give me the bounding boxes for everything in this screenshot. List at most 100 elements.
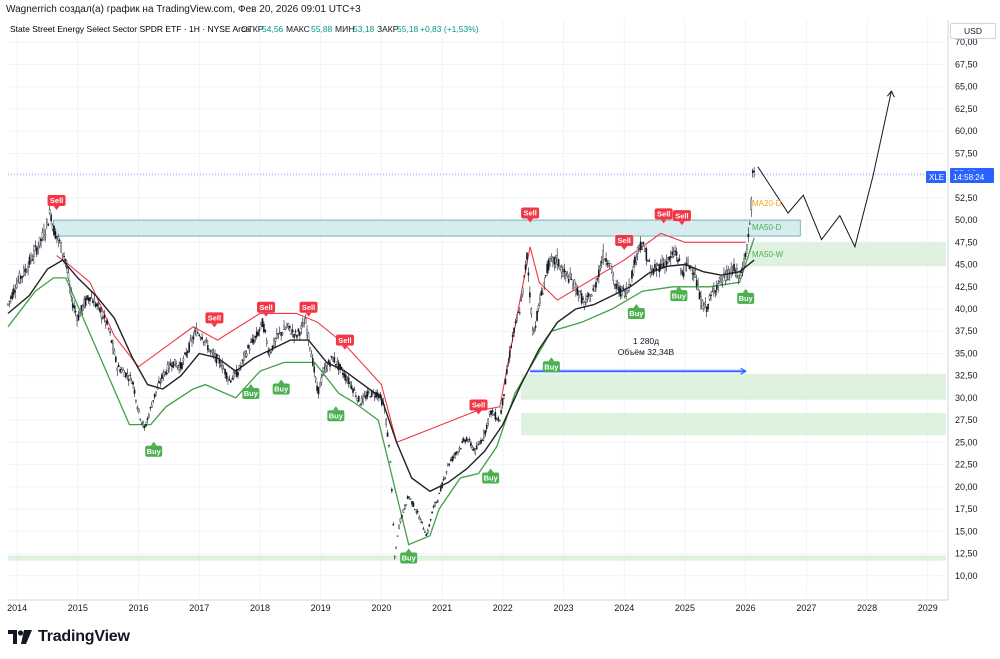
candle-body	[320, 377, 323, 383]
sell-signal	[257, 301, 276, 313]
candle-body	[646, 260, 649, 262]
candle-body	[70, 291, 73, 297]
candle-body	[733, 263, 735, 271]
candle-body	[310, 353, 313, 358]
candle-body	[99, 307, 101, 312]
candle-body	[113, 350, 116, 355]
projection-path	[757, 90, 892, 249]
sell-signal-label: Sell	[523, 209, 536, 218]
y-tick-label: 22,50	[955, 460, 978, 470]
sell-pointer	[211, 323, 218, 328]
buy-signal	[670, 290, 688, 302]
candle-body	[477, 444, 479, 446]
candle-body	[33, 250, 35, 258]
candle-body	[110, 340, 113, 343]
candle-body	[168, 362, 170, 370]
candle-body	[48, 209, 51, 214]
ticker-symbol: XLE	[929, 173, 944, 182]
candle-body	[672, 253, 675, 257]
candle-body	[622, 287, 625, 289]
candle-body	[323, 367, 326, 369]
supertrend-down-line	[56, 232, 746, 444]
candle-body	[444, 477, 446, 479]
candle-body	[751, 170, 754, 174]
sell-signal	[615, 235, 634, 247]
candle-body	[629, 284, 632, 286]
candle-body	[158, 381, 160, 383]
candle-body	[448, 463, 451, 465]
sell-signal	[469, 399, 488, 411]
candle-body	[734, 270, 737, 272]
candle-body	[255, 331, 258, 338]
candle-body	[287, 323, 290, 327]
candle-body	[54, 231, 57, 239]
candle-body	[20, 275, 22, 279]
candle-body	[15, 283, 18, 289]
candle-body	[123, 372, 126, 377]
candle-body	[669, 255, 672, 259]
candle-body	[360, 397, 363, 404]
candle-body	[638, 244, 640, 247]
buy-signal-label: Buy	[484, 474, 499, 483]
candle-body	[724, 273, 727, 281]
candle-body	[188, 342, 190, 352]
candle-body	[457, 451, 459, 454]
buy-pointer	[332, 406, 339, 411]
y-tick-label: 37,50	[955, 326, 978, 336]
candle-body	[559, 266, 561, 271]
candle-body	[524, 264, 527, 270]
candle-body	[63, 255, 65, 258]
ticker-time: 14:58:24	[953, 173, 985, 182]
candle-body	[412, 502, 415, 507]
candle-body	[513, 327, 515, 333]
candle-body	[500, 410, 502, 414]
candle-body	[703, 305, 705, 310]
candle-body	[388, 444, 390, 447]
candle-body	[368, 391, 370, 393]
candle-body	[668, 256, 671, 261]
y-tick-label: 17,50	[955, 504, 978, 514]
candle-body	[184, 352, 186, 355]
candle-body	[422, 528, 425, 530]
candle-body	[747, 234, 750, 238]
candle-body	[546, 263, 548, 274]
candle-body	[332, 356, 334, 362]
y-tick-label: 47,50	[955, 237, 978, 247]
legend-high-value: 55,88	[311, 24, 333, 34]
candle-body	[385, 419, 387, 425]
candle-body	[533, 328, 535, 331]
candle-body	[139, 418, 142, 420]
buy-signal	[272, 383, 290, 395]
candle-body	[553, 257, 556, 265]
support-zone-27	[521, 413, 946, 436]
candle-body	[336, 361, 339, 367]
currency-badge[interactable]: USD	[950, 23, 996, 39]
candle-body	[284, 327, 287, 330]
candle-body	[228, 379, 231, 381]
candle-body	[297, 328, 300, 332]
candle-body	[301, 322, 304, 324]
candle-body	[264, 329, 267, 333]
candle-body	[152, 400, 155, 402]
candle-body	[642, 242, 645, 245]
candle-body	[94, 303, 97, 307]
candle-body	[219, 365, 222, 367]
y-tick-label: 52,50	[955, 193, 978, 203]
candle-body	[140, 421, 143, 424]
candle-body	[38, 236, 41, 246]
candle-body	[56, 236, 58, 238]
candle-body	[57, 236, 60, 241]
candle-body	[340, 366, 343, 369]
chart-attribution: Wagnerrich создал(а) график на TradingVi…	[6, 4, 361, 15]
candle-body	[268, 351, 271, 355]
candle-body	[484, 430, 487, 435]
sell-pointer	[305, 312, 312, 317]
candle-body	[195, 328, 198, 337]
tradingview-logo[interactable]: TradingView	[8, 628, 130, 646]
candle-body	[590, 294, 593, 297]
candle-body	[677, 259, 679, 263]
candle-body	[276, 333, 278, 339]
candle-body	[718, 277, 721, 282]
candle-body	[116, 367, 119, 371]
